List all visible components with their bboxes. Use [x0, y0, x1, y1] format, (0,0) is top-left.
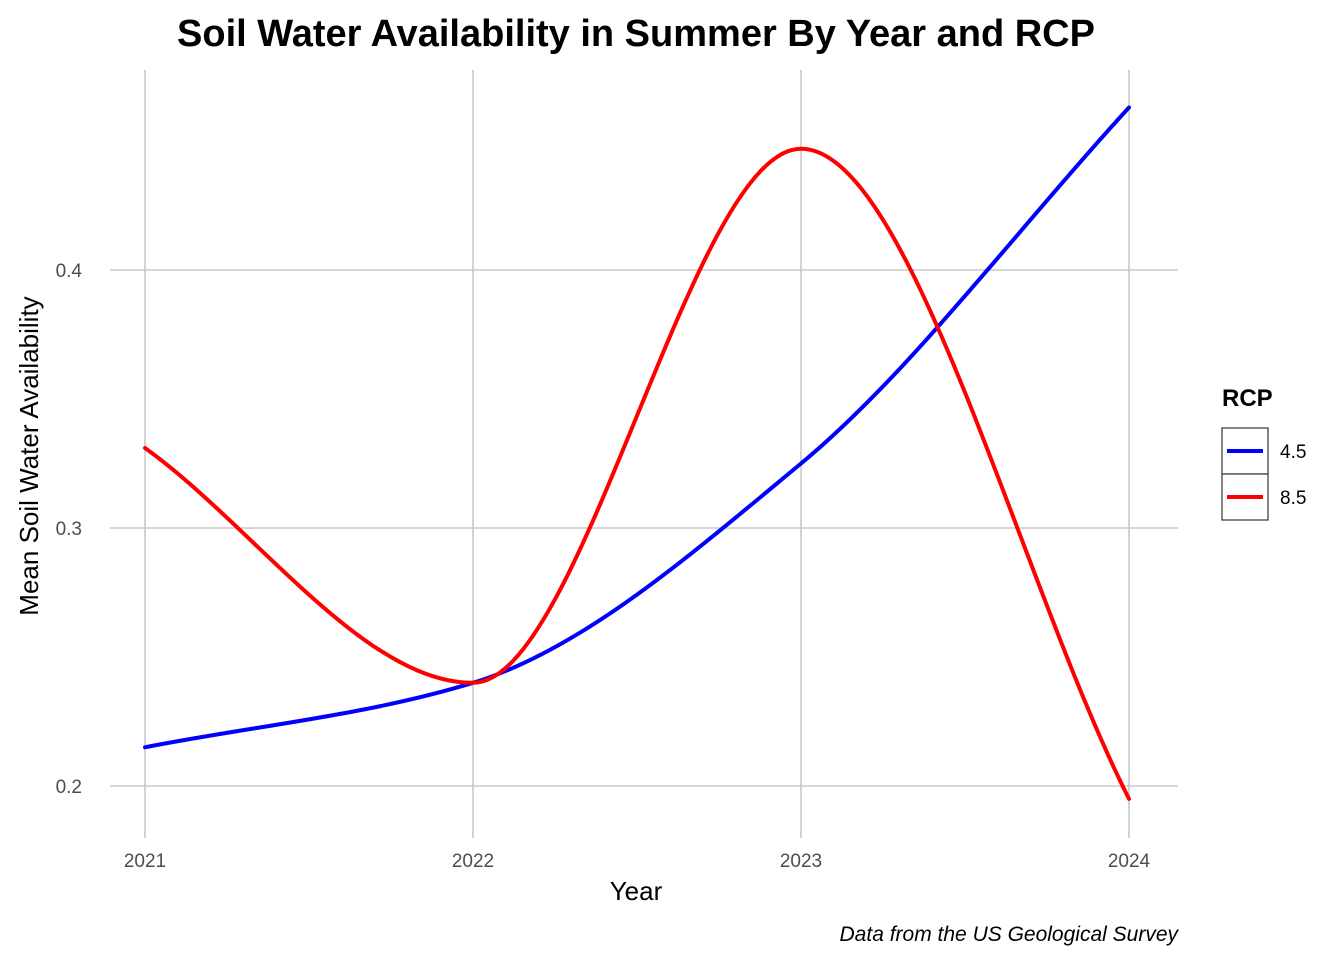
legend-title: RCP [1222, 385, 1273, 412]
x-tick-label-2023: 2023 [780, 851, 822, 872]
caption: Data from the US Geological Survey [840, 923, 1180, 946]
legend-label: 4.5 [1280, 442, 1306, 463]
gridlines [110, 70, 1178, 838]
x-tick-label-2024: 2024 [1108, 851, 1151, 872]
y-tick-label-0.2: 0.2 [56, 777, 82, 798]
chart-title: Soil Water Availability in Summer By Yea… [177, 13, 1095, 55]
y-tick-label-0.3: 0.3 [56, 519, 82, 540]
legend-item-8-5: 8.5 [1221, 473, 1306, 521]
series-line-rcp-4-5 [143, 105, 1131, 750]
legend-label: 8.5 [1280, 488, 1306, 509]
y-tick-label-0.4: 0.4 [56, 261, 83, 282]
x-tick-label-2022: 2022 [452, 851, 494, 872]
legend: RCP 4.5 8.5 [1221, 385, 1306, 521]
series-lines [143, 105, 1131, 801]
x-tick-labels: 2021 2022 2023 2024 [124, 851, 1151, 872]
y-tick-labels: 0.2 0.3 0.4 [56, 261, 83, 798]
legend-item-4-5: 4.5 [1221, 427, 1306, 475]
x-tick-label-2021: 2021 [124, 851, 166, 872]
legend-items: 4.5 8.5 [1221, 427, 1306, 521]
series-line-rcp-8-5 [143, 146, 1131, 801]
x-axis-title: Year [610, 876, 663, 906]
y-axis-title: Mean Soil Water Availability [14, 296, 44, 615]
